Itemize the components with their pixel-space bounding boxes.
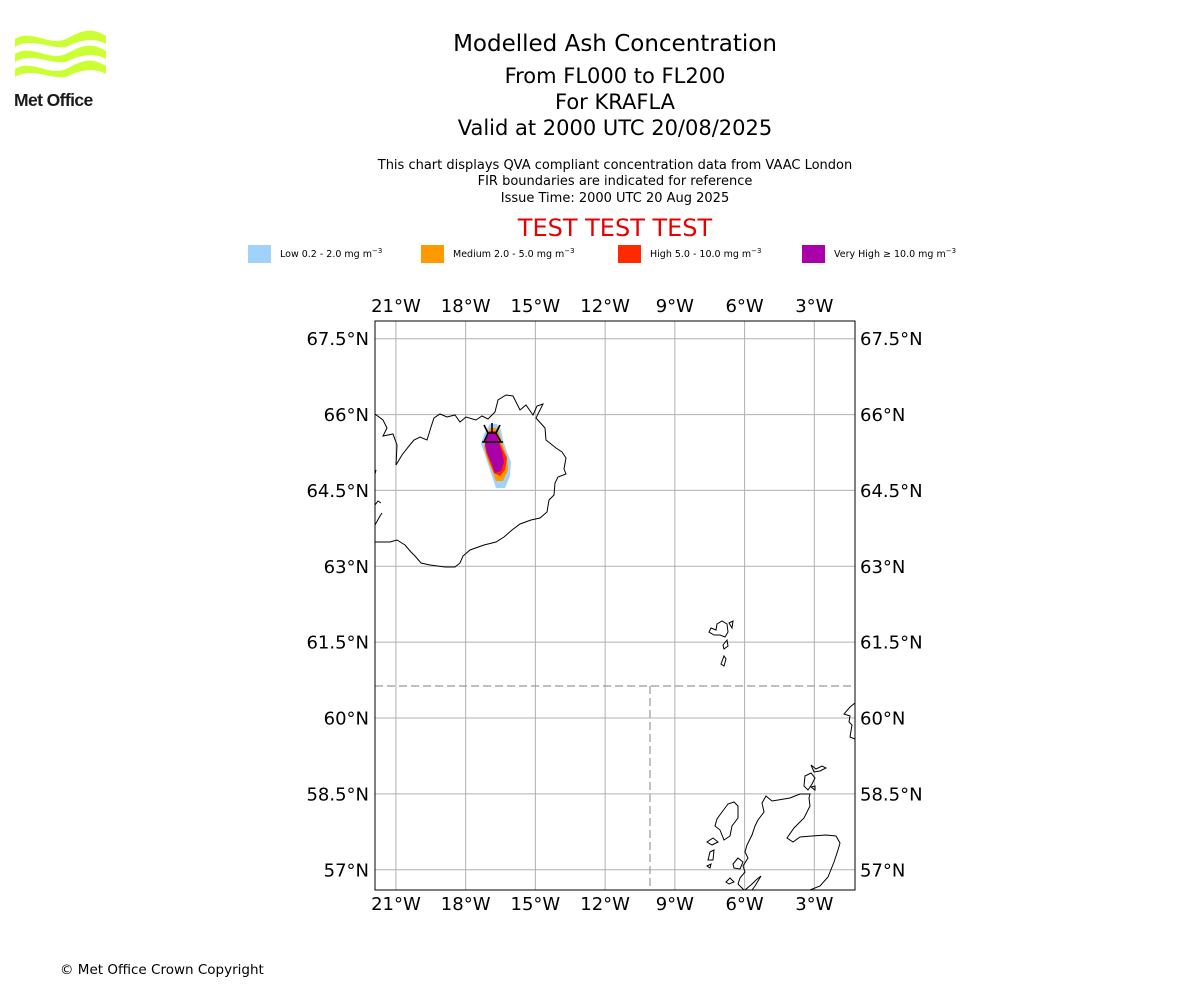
coastline-orkney-1 <box>810 764 828 773</box>
tick-label-right-6: 66°N <box>860 405 905 426</box>
legend-label-medium: Medium 2.0 - 5.0 mg m−3 <box>453 247 575 261</box>
legend: Low 0.2 - 2.0 mg m−3 Medium 2.0 - 5.0 mg… <box>0 244 1200 264</box>
coastline-scotland <box>737 793 841 890</box>
tick-label-bottom-1: 18°W <box>441 894 491 915</box>
ash-level-very-high <box>485 433 504 473</box>
volcano-icon <box>482 423 503 443</box>
logo-text: Met Office <box>14 90 93 110</box>
tick-label-top-6: 3°W <box>795 296 833 317</box>
valid-time: Valid at 2000 UTC 20/08/2025 <box>457 116 773 140</box>
legend-label-high: High 5.0 - 10.0 mg m−3 <box>650 247 762 261</box>
met-office-logo: Met Office <box>14 30 108 114</box>
fir-boundaries <box>375 685 855 890</box>
coastline-iceland <box>375 394 567 568</box>
tick-label-right-2: 60°N <box>860 709 905 730</box>
map-tick-labels: 21°W 21°W 18°W 18°W 15°W 15°W 12°W 12°W 9°W 9°W 6°… <box>306 296 922 915</box>
tick-label-left-2: 60°N <box>324 709 369 730</box>
coastline-skye <box>732 857 744 870</box>
issue-time: Issue Time: 2000 UTC 20 Aug 2025 <box>500 191 730 206</box>
legend-swatch-high <box>618 245 641 263</box>
coastline-lewis <box>714 801 739 841</box>
tick-label-right-5: 64.5°N <box>860 481 923 502</box>
test-banner: TEST TEST TEST <box>517 214 713 242</box>
coastline-barra <box>706 863 712 869</box>
tick-label-left-7: 67.5°N <box>306 329 369 350</box>
tick-label-left-0: 57°N <box>324 860 369 881</box>
tick-label-bottom-3: 12°W <box>580 894 630 915</box>
legend-item-medium: Medium 2.0 - 5.0 mg m−3 <box>421 244 575 264</box>
legend-item-very-high: Very High ≥ 10.0 mg m−3 <box>802 244 956 264</box>
tick-label-bottom-5: 6°W <box>725 894 763 915</box>
coastline-faroe-1 <box>708 620 729 638</box>
tick-label-bottom-4: 9°W <box>656 894 694 915</box>
tick-label-top-1: 18°W <box>441 296 491 317</box>
volcano-name: For KRAFLA <box>555 90 675 114</box>
qva-note: This chart displays QVA compliant concen… <box>377 158 853 173</box>
tick-label-bottom-0: 21°W <box>371 894 421 915</box>
tick-label-left-3: 61.5°N <box>306 633 369 654</box>
tick-label-top-5: 6°W <box>725 296 763 317</box>
legend-label-very-high: Very High ≥ 10.0 mg m−3 <box>834 247 957 261</box>
tick-label-right-0: 57°N <box>860 860 905 881</box>
tick-label-top-3: 12°W <box>580 296 630 317</box>
map-frame <box>374 320 856 891</box>
tick-label-right-4: 63°N <box>860 557 905 578</box>
coastlines <box>375 394 855 890</box>
coastline-orkney-3 <box>809 785 816 791</box>
tick-label-right-7: 67.5°N <box>860 329 923 350</box>
coastline-shetland <box>843 702 855 740</box>
fir-note: FIR boundaries are indicated for referen… <box>477 174 753 189</box>
flight-levels: From FL000 to FL200 <box>504 64 726 88</box>
tick-label-top-0: 21°W <box>371 296 421 317</box>
legend-swatch-very-high <box>802 245 825 263</box>
map-grid <box>375 321 855 890</box>
chart-title: Modelled Ash Concentration <box>453 31 777 57</box>
tick-label-right-3: 61.5°N <box>860 633 923 654</box>
coastline-faroe-3 <box>722 638 729 650</box>
coastline-reykjanes <box>375 500 383 526</box>
tick-label-top-2: 15°W <box>511 296 561 317</box>
coastline-faroe-2 <box>728 620 734 630</box>
coastline-faroe-4 <box>720 654 727 667</box>
tick-label-left-4: 63°N <box>324 557 369 578</box>
tick-label-left-5: 64.5°N <box>306 481 369 502</box>
legend-swatch-medium <box>421 245 444 263</box>
tick-label-bottom-6: 3°W <box>795 894 833 915</box>
met-office-waves-icon <box>15 30 106 78</box>
map-background <box>375 321 855 890</box>
tick-label-left-6: 66°N <box>324 405 369 426</box>
tick-label-right-1: 58.5°N <box>860 784 923 805</box>
coastline-uist <box>707 849 715 861</box>
coastline-harris <box>706 837 719 846</box>
tick-label-bottom-2: 15°W <box>511 894 561 915</box>
legend-swatch-low <box>248 245 271 263</box>
coastline-scotland-sw <box>744 875 762 890</box>
tick-label-top-4: 9°W <box>656 296 694 317</box>
legend-item-high: High 5.0 - 10.0 mg m−3 <box>618 244 762 264</box>
legend-label-low: Low 0.2 - 2.0 mg m−3 <box>280 247 383 261</box>
copyright: © Met Office Crown Copyright <box>60 962 264 978</box>
legend-item-low: Low 0.2 - 2.0 mg m−3 <box>248 244 382 264</box>
coastline-mull <box>725 877 735 885</box>
coastline-orkney-2 <box>803 772 816 791</box>
tick-label-left-1: 58.5°N <box>306 784 369 805</box>
